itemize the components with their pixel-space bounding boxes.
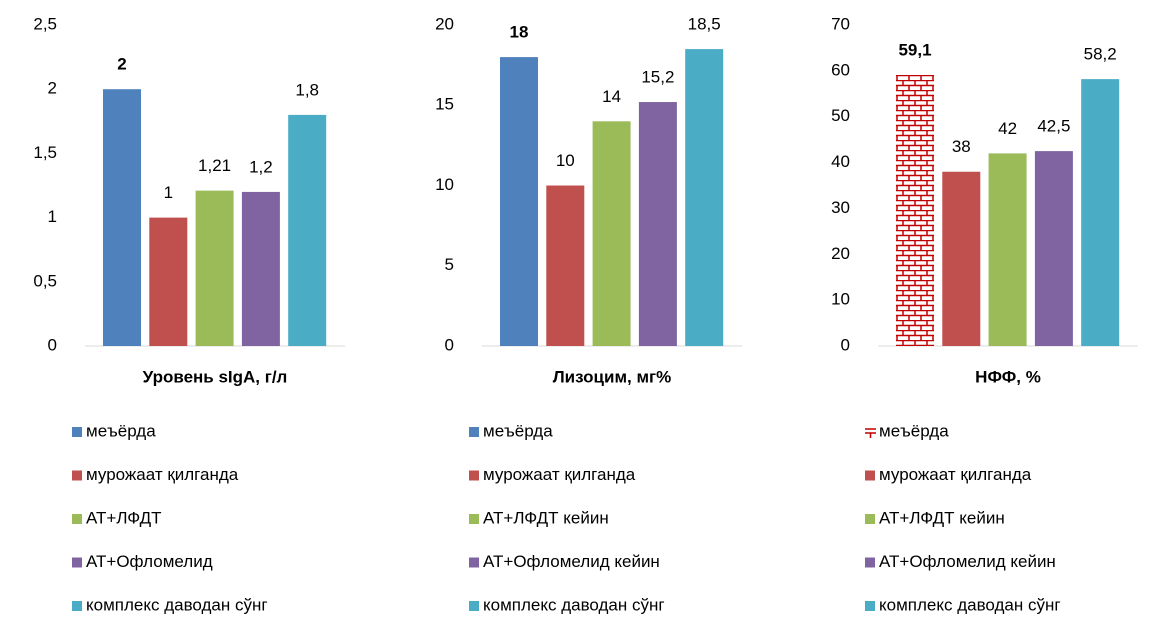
legend-swatch — [865, 514, 875, 524]
data-label: 1,2 — [249, 157, 273, 176]
data-label: 10 — [556, 151, 575, 170]
legend-label: меъёрда — [86, 421, 156, 440]
legend-swatch — [72, 514, 82, 524]
y-tick-label: 60 — [831, 60, 850, 79]
legend-label: комплекс даводан сўнг — [483, 595, 665, 614]
legend-swatch — [469, 514, 479, 524]
y-tick-label: 5 — [445, 255, 454, 274]
axis-title: НФФ, % — [975, 367, 1041, 386]
bar — [942, 171, 981, 346]
legend-label: комплекс даводан сўнг — [86, 595, 268, 614]
y-tick-label: 10 — [831, 290, 850, 309]
legend-swatch — [72, 470, 82, 481]
data-label: 1,8 — [295, 80, 319, 99]
y-tick-label: 0,5 — [33, 271, 57, 290]
bar — [592, 121, 631, 346]
legend-swatch — [865, 557, 875, 568]
y-tick-label: 10 — [435, 175, 454, 194]
y-tick-label: 1 — [48, 207, 57, 226]
legend-swatch — [865, 601, 875, 611]
axis-title: Уровень sIgA, г/л — [143, 367, 288, 386]
bar — [896, 74, 934, 346]
legend-swatch — [72, 427, 82, 437]
legend-swatch — [72, 601, 82, 611]
legend-label: меъёрда — [483, 421, 553, 440]
y-tick-label: 2,5 — [33, 14, 57, 33]
y-tick-label: 1,5 — [33, 143, 57, 162]
bar — [241, 191, 280, 346]
legend-label: АТ+Офломелид — [86, 552, 213, 571]
legend-swatch — [72, 557, 82, 568]
bar — [195, 190, 234, 346]
y-tick-label: 0 — [841, 335, 850, 354]
bar — [685, 49, 724, 346]
y-tick-label: 2 — [48, 79, 57, 98]
data-label: 1,21 — [198, 156, 231, 175]
y-tick-label: 20 — [435, 14, 454, 33]
bar — [1081, 79, 1120, 347]
legend-label: АТ+ЛФДТ — [86, 508, 162, 527]
bar — [638, 102, 677, 346]
bar — [988, 153, 1027, 346]
bar — [149, 217, 188, 346]
data-label: 58,2 — [1084, 45, 1117, 64]
data-label: 18,5 — [688, 15, 721, 34]
data-label: 2 — [117, 55, 126, 74]
data-label: 15,2 — [641, 68, 674, 87]
data-label: 18 — [510, 23, 529, 42]
data-label: 38 — [952, 137, 971, 156]
y-tick-label: 40 — [831, 152, 850, 171]
y-tick-label: 20 — [831, 244, 850, 263]
legend-label: АТ+ЛФДТ кейин — [483, 508, 609, 527]
data-label: 1 — [164, 183, 173, 202]
y-tick-label: 15 — [435, 95, 454, 114]
data-label: 42,5 — [1037, 117, 1070, 136]
legend-swatch — [469, 557, 479, 568]
data-label: 14 — [602, 87, 621, 106]
y-tick-label: 70 — [831, 14, 850, 33]
legend-label: АТ+Офломелид кейин — [879, 552, 1056, 571]
data-label: 42 — [998, 119, 1017, 138]
axis-title: Лизоцим, мг% — [553, 367, 672, 386]
bar — [500, 57, 538, 346]
y-tick-label: 50 — [831, 106, 850, 125]
bar — [1034, 151, 1073, 346]
legend-swatch — [469, 427, 479, 437]
data-label: 59,1 — [898, 40, 931, 59]
legend-swatch — [865, 470, 875, 481]
legend-label: комплекс даводан сўнг — [879, 595, 1061, 614]
legend-label: АТ+ЛФДТ кейин — [879, 508, 1005, 527]
legend-label: меъёрда — [879, 421, 949, 440]
legend-label: АТ+Офломелид кейин — [483, 552, 660, 571]
bar — [288, 114, 327, 346]
bar — [546, 185, 585, 346]
legend-label: мурожаат қилганда — [483, 465, 636, 484]
y-tick-label: 0 — [445, 335, 454, 354]
legend-label: мурожаат қилганда — [86, 465, 239, 484]
legend-swatch — [469, 470, 479, 481]
y-tick-label: 0 — [48, 335, 57, 354]
y-tick-label: 30 — [831, 198, 850, 217]
bar — [103, 89, 141, 346]
legend-swatch — [469, 601, 479, 611]
legend-label: мурожаат қилганда — [879, 465, 1032, 484]
